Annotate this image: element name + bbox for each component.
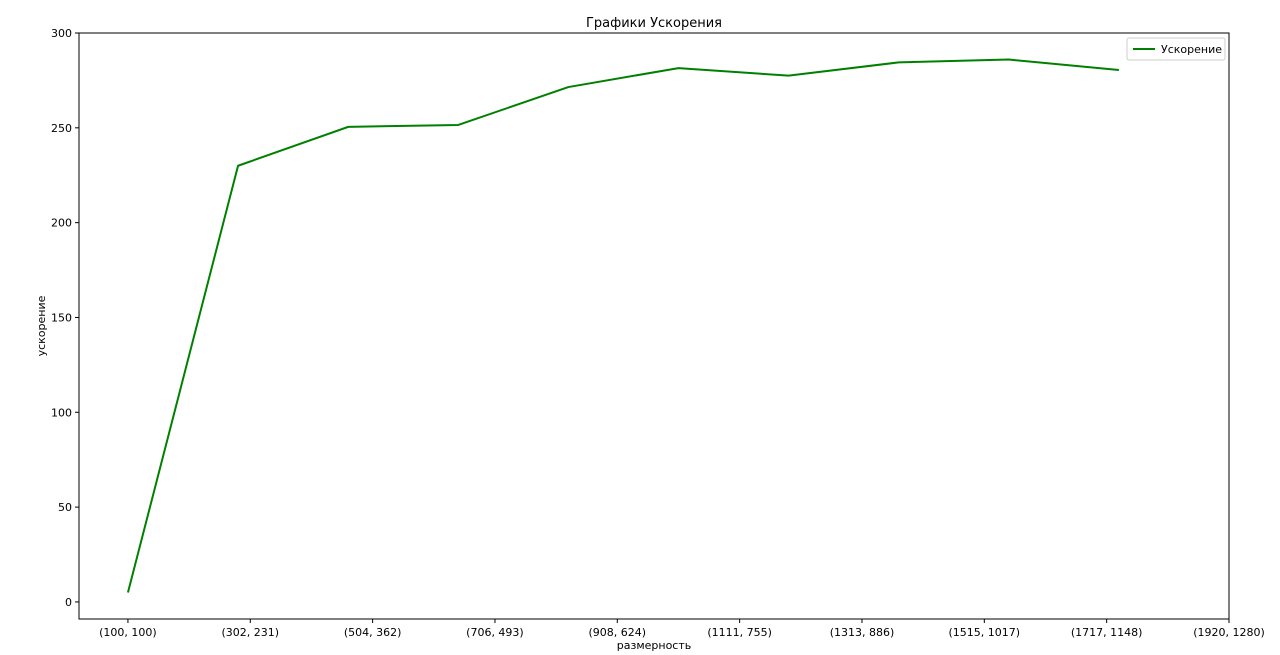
x-tick-label: (706, 493) xyxy=(466,626,524,639)
y-axis-title: ускорение xyxy=(35,295,48,356)
x-axis-title: размерность xyxy=(617,639,691,652)
series-line xyxy=(126,58,1119,593)
chart-title: Графики Ускорения xyxy=(586,16,722,31)
y-tick-label: 150 xyxy=(51,311,72,324)
x-tick-label: (1515, 1017) xyxy=(949,626,1021,639)
x-tick-label: (1313, 886) xyxy=(830,626,895,639)
y-tick-label: 200 xyxy=(51,217,72,230)
x-tick-label: (302, 231) xyxy=(221,626,279,639)
x-tick-label: (100, 100) xyxy=(99,626,157,639)
legend-box xyxy=(1126,37,1226,61)
y-tick-label: 0 xyxy=(65,596,72,609)
plot-frame xyxy=(78,32,1230,620)
y-tick-label: 50 xyxy=(58,501,72,514)
y-tick-label: 300 xyxy=(51,27,72,40)
x-tick-label: (1920, 1280) xyxy=(1193,626,1265,639)
y-tick-label: 250 xyxy=(51,122,72,135)
x-tick-label: (504, 362) xyxy=(344,626,402,639)
y-tick-label: 100 xyxy=(51,406,72,419)
legend-label: Ускорение xyxy=(1161,43,1222,56)
x-tick-label: (908, 624) xyxy=(589,626,647,639)
x-tick-label: (1717, 1148) xyxy=(1071,626,1143,639)
x-tick-label: (1111, 755) xyxy=(707,626,772,639)
